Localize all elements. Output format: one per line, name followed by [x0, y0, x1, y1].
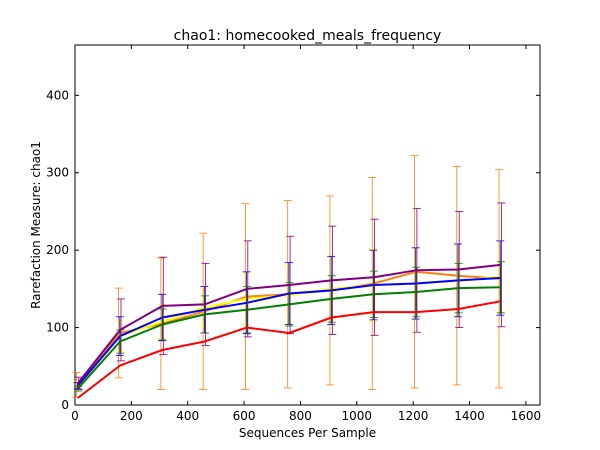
x-tick-label: 1600	[511, 409, 542, 423]
plot-area	[74, 44, 541, 406]
series-line	[77, 286, 501, 390]
y-tick-label: 200	[46, 243, 69, 257]
y-tick-label: 400	[46, 88, 69, 102]
series-line	[77, 263, 501, 384]
series-6	[77, 300, 501, 399]
x-tick-label: 200	[120, 409, 143, 423]
series-line	[77, 300, 501, 399]
x-tick-label: 400	[176, 409, 199, 423]
y-tick-label: 300	[46, 166, 69, 180]
x-tick-label: 800	[289, 409, 312, 423]
x-tick-label: 1200	[398, 409, 429, 423]
y-tick-label: 0	[61, 398, 69, 412]
x-tick-label: 1400	[454, 409, 485, 423]
chart-title: chao1: homecooked_meals_frequency	[174, 28, 442, 44]
x-tick-label: 600	[233, 409, 256, 423]
x-axis-label: Sequences Per Sample	[239, 426, 376, 440]
x-tick-label: 1000	[342, 409, 373, 423]
y-axis-label: Rarefaction Measure: chao1	[29, 141, 43, 309]
series-4	[74, 261, 505, 392]
ticks-layer: 0 200 400 600 800 1000 1200 1400 1600 0 100 200 300 4…	[46, 45, 541, 423]
y-tick-label: 100	[46, 321, 69, 335]
series-layer	[72, 155, 506, 399]
x-tick-label: 0	[71, 409, 79, 423]
